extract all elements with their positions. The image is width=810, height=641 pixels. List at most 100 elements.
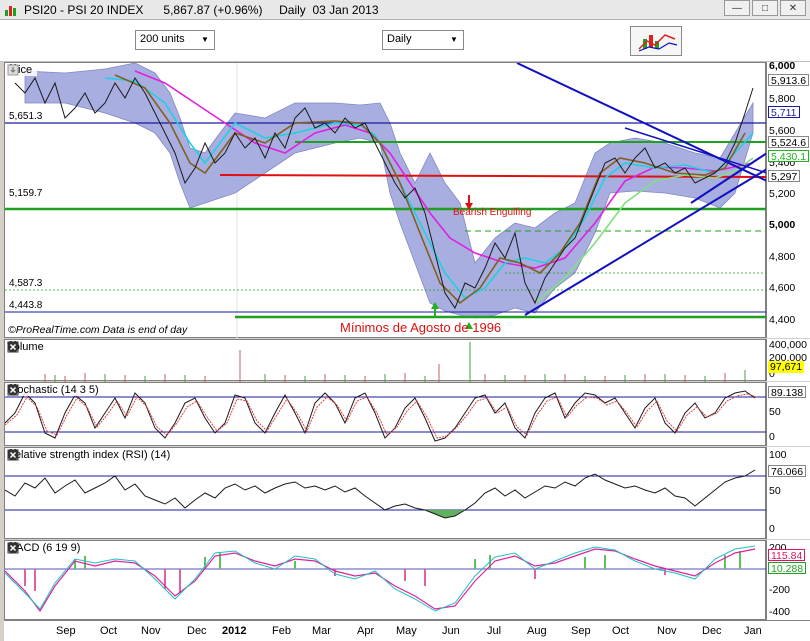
download-icon[interactable]: [7, 64, 19, 76]
macd-signal-line: [5, 548, 756, 613]
left-level-label: 5,651.3: [9, 111, 43, 122]
xaxis-label: Jul: [487, 625, 502, 637]
close-circle-icon[interactable]: [7, 542, 19, 554]
units-dropdown[interactable]: 200 units ▼: [135, 30, 215, 50]
rsi-panel-title: Relative strength index (RSI) (14): [7, 449, 171, 461]
stochastic-tag: 89.138: [768, 386, 807, 399]
xaxis-label: May: [396, 625, 417, 637]
ma-cyan: [104, 77, 754, 300]
bollinger-band: [24, 63, 754, 319]
xaxis-label: Aug: [527, 625, 547, 637]
axis-tick: 5,000: [769, 219, 796, 231]
xaxis-label: Jan: [744, 625, 762, 637]
price-tag-current: 5,913.6: [768, 74, 810, 87]
stochastic-panel[interactable]: Stochastic (14 3 5): [4, 382, 767, 446]
xaxis-label: Dec: [187, 625, 207, 637]
axis-tick: 50: [769, 406, 781, 418]
trendline-up-2: [690, 152, 767, 204]
left-level-label: 5,159.7: [9, 188, 43, 199]
volume-tag: 97,671: [768, 361, 805, 373]
close-button[interactable]: ✕: [780, 0, 806, 16]
chevron-down-icon: ▼: [450, 35, 458, 44]
xaxis-label: Sep: [56, 625, 76, 637]
window-titlebar: PSI20 - PSI 20 INDEX 5,867.87 (+0.96%) D…: [0, 0, 810, 20]
ma-green: [534, 157, 754, 304]
axis-tick: 4,600: [769, 282, 796, 294]
annotation-minimos: Mínimos de Agosto de 1996: [340, 320, 502, 335]
price-line: [14, 76, 754, 310]
price-tag-blue: 5,711: [768, 106, 800, 119]
volume-panel[interactable]: Volume: [4, 339, 766, 382]
period-dropdown-value: Daily: [387, 33, 412, 45]
maximize-button[interactable]: □: [752, 0, 778, 16]
rsi-axis: 100 50 0 76.066: [766, 447, 810, 539]
minimize-button[interactable]: —: [724, 0, 750, 16]
macd-axis: 200 0 -200 -400 115.84 10.288: [766, 540, 810, 620]
axis-tick: 0: [769, 523, 775, 535]
macd-signal-tag: 10.288: [768, 562, 807, 575]
xaxis-label: Nov: [657, 625, 677, 637]
chevron-down-icon: ▼: [201, 35, 209, 44]
price-tag: 5,524.6: [768, 136, 810, 149]
chart-type-icon: [638, 34, 678, 52]
price-axis: 6,000 5,800 5,600 5,400 5,200 5,000 4,80…: [766, 60, 810, 338]
price-chart-canvas: [5, 63, 767, 339]
credit-text: ©ProRealTime.com Data is end of day: [8, 324, 188, 336]
rsi-panel[interactable]: Relative strength index (RSI) (14): [4, 447, 767, 539]
app-chart-icon: [5, 5, 16, 16]
rsi-chart: [5, 469, 767, 519]
xaxis-label: Sep: [571, 625, 591, 637]
stochastic-chart: [5, 390, 767, 442]
stochastic-axis: 100 50 0 89.138: [766, 382, 810, 446]
axis-tick: -400: [769, 606, 791, 618]
xaxis-label: Oct: [100, 625, 118, 637]
up-arrow-icon: [431, 302, 439, 309]
price-tag-green: 5,430.1: [768, 150, 810, 163]
ma-brown: [114, 74, 746, 305]
xaxis-label: Oct: [612, 625, 630, 637]
xaxis-label: Dec: [702, 625, 722, 637]
xaxis-label: 2012: [222, 625, 247, 637]
macd-histogram: [24, 551, 741, 593]
stochastic-k-line: [5, 390, 756, 442]
macd-line: [5, 545, 756, 612]
macd-panel[interactable]: MACD (6 19 9): [4, 540, 767, 620]
volume-bars: [44, 342, 746, 382]
units-dropdown-value: 200 units: [140, 33, 185, 45]
axis-tick: 4,800: [769, 251, 796, 263]
close-circle-icon[interactable]: [7, 449, 19, 461]
rsi-tag: 76.066: [768, 465, 807, 478]
bearish-arrow-icon: [465, 203, 473, 210]
stochastic-panel-title: Stochastic (14 3 5): [7, 384, 99, 396]
left-level-label: 4,587.3: [9, 278, 43, 289]
trendline-mid: [624, 127, 767, 174]
volume-axis: 400,000 200,000 0 97,671: [766, 339, 810, 381]
macd-chart: [5, 545, 767, 613]
annotation-bearish-engulfing: Bearish Engulfing: [453, 207, 532, 218]
time-axis: Sep Oct Nov Dec 2012 Feb Mar Apr May Jun…: [4, 620, 810, 641]
left-level-label: 4,443.8: [9, 300, 43, 311]
macd-panel-title: MACD (6 19 9): [7, 542, 81, 554]
trendline-up: [524, 168, 767, 316]
axis-tick: -200: [769, 584, 791, 596]
close-circle-icon[interactable]: [7, 384, 19, 396]
axis-tick: 0: [769, 368, 775, 380]
price-panel[interactable]: Price: [4, 62, 767, 339]
axis-tick: 6,000: [769, 60, 796, 72]
xaxis-label: Apr: [357, 625, 375, 637]
stochastic-d-line: [5, 393, 758, 439]
chart-toolbar: 200 units ▼ Daily ▼: [0, 20, 810, 62]
axis-tick: 0: [769, 431, 775, 443]
xaxis-label: Nov: [141, 625, 161, 637]
period-dropdown[interactable]: Daily ▼: [382, 30, 464, 50]
chart-type-button[interactable]: [630, 26, 682, 56]
axis-tick: 100: [769, 449, 787, 461]
close-circle-icon[interactable]: [7, 341, 19, 353]
trendline-down: [516, 63, 767, 182]
xaxis-label: Jun: [442, 625, 460, 637]
price-tag: 5,297: [768, 170, 801, 183]
axis-tick: 5,800: [769, 93, 796, 105]
xaxis-label: Feb: [272, 625, 291, 637]
xaxis-label: Mar: [312, 625, 331, 637]
axis-tick: 5,600: [769, 125, 796, 137]
